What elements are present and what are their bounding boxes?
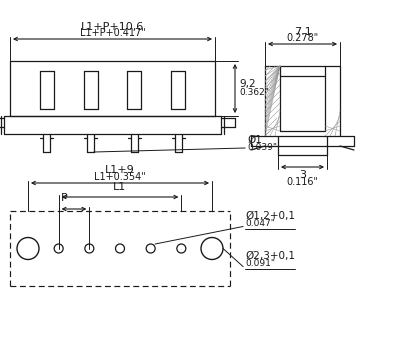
Text: Ø2,3+0,1: Ø2,3+0,1 [245,252,295,261]
Text: 0.047": 0.047" [245,219,275,229]
Text: 9,2: 9,2 [239,79,256,90]
Text: L1: L1 [113,182,127,192]
Text: 0.039": 0.039" [247,143,277,152]
Text: L1+P+0.417": L1+P+0.417" [80,28,145,38]
Text: P: P [61,193,68,203]
Text: 3: 3 [299,170,306,180]
Text: L1+P+10,6: L1+P+10,6 [81,22,144,32]
Text: Ø1,2+0,1: Ø1,2+0,1 [245,212,295,221]
Text: Ø1: Ø1 [247,135,262,145]
Text: 0.091": 0.091" [245,259,275,269]
Text: 0.116": 0.116" [286,177,318,187]
Text: 0.362": 0.362" [239,88,269,97]
Text: L1+9: L1+9 [105,165,135,175]
Text: 0.278": 0.278" [286,33,319,43]
Text: 7.1: 7.1 [294,27,311,37]
Text: L1+0.354": L1+0.354" [94,172,146,182]
